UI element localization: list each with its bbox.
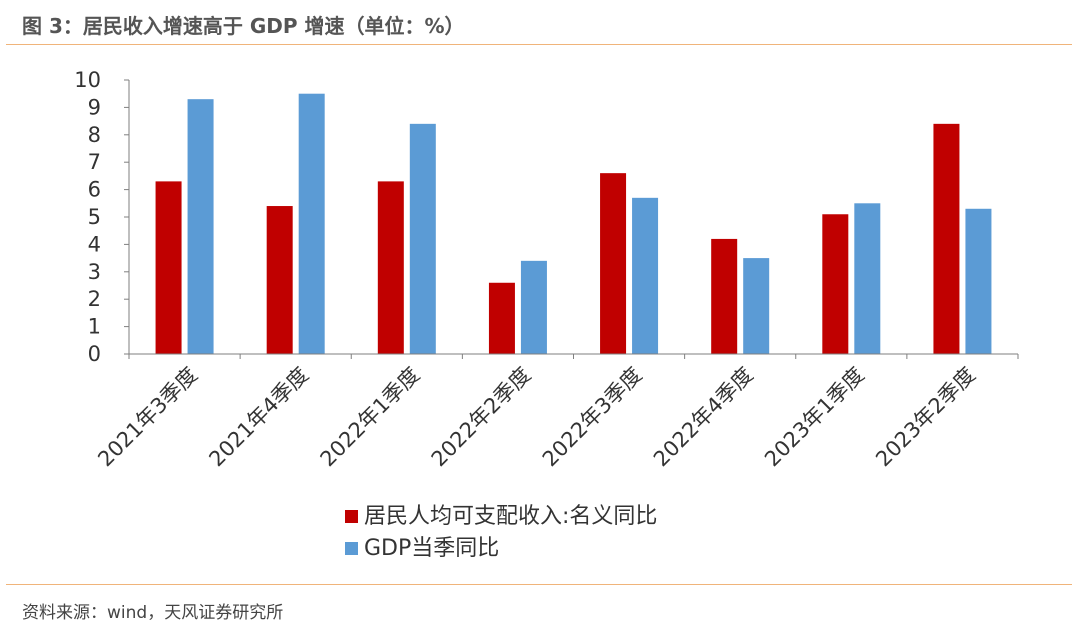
bar-series-2-2 bbox=[298, 93, 325, 354]
y-tick-label: 2 bbox=[88, 287, 101, 311]
figure-title: 图 3：居民收入增速高于 GDP 增速（单位：%） bbox=[22, 14, 465, 38]
y-tick-label: 9 bbox=[88, 95, 101, 119]
y-tick-label: 10 bbox=[74, 68, 101, 92]
bar-series-1-5 bbox=[600, 173, 627, 354]
x-tick-label: 2022年3季度 bbox=[538, 363, 647, 472]
legend-label-series-1: 居民人均可支配收入:名义同比 bbox=[364, 504, 657, 529]
y-tick-label: 4 bbox=[88, 232, 101, 256]
y-tick-label: 5 bbox=[88, 205, 101, 229]
bar-series-1-6 bbox=[711, 238, 738, 354]
x-ticks: 2021年3季度 2021年4季度 2022年1季度 2022年2季度 2022年3季度… bbox=[93, 354, 1019, 472]
bars-layer bbox=[155, 93, 992, 355]
x-tick-label: 2021年3季度 bbox=[93, 363, 202, 472]
legend-swatch-series-2 bbox=[345, 542, 358, 555]
bar-series-2-1 bbox=[187, 99, 214, 355]
y-tick-label: 8 bbox=[88, 123, 101, 147]
legend: 居民人均可支配收入:名义同比 GDP当季同比 bbox=[345, 504, 657, 561]
x-tick-label: 2023年2季度 bbox=[871, 363, 980, 472]
bar-series-2-8 bbox=[965, 208, 992, 354]
legend-label-series-2: GDP当季同比 bbox=[364, 536, 499, 561]
x-tick-label: 2022年4季度 bbox=[649, 363, 758, 472]
x-tick-label: 2023年1季度 bbox=[760, 363, 869, 472]
bar-series-1-8 bbox=[933, 123, 960, 354]
bar-series-1-7 bbox=[822, 214, 849, 354]
source-divider bbox=[6, 584, 1072, 585]
bar-series-1-4 bbox=[488, 282, 515, 354]
y-tick-label: 3 bbox=[88, 260, 101, 284]
x-tick-label: 2021年4季度 bbox=[204, 363, 313, 472]
title-divider bbox=[6, 44, 1072, 45]
bar-series-2-6 bbox=[743, 258, 770, 354]
y-tick-label: 7 bbox=[88, 150, 101, 174]
bar-series-2-3 bbox=[409, 123, 436, 354]
bar-series-2-5 bbox=[632, 197, 659, 354]
x-tick-label: 2022年1季度 bbox=[316, 363, 425, 472]
y-tick-label: 0 bbox=[88, 342, 101, 366]
legend-swatch-series-1 bbox=[345, 510, 358, 523]
bar-series-2-7 bbox=[854, 203, 881, 354]
source-note: 资料来源：wind，天风证券研究所 bbox=[22, 603, 284, 623]
bar-series-1-1 bbox=[155, 181, 182, 354]
bar-series-2-4 bbox=[520, 260, 547, 354]
bar-series-1-2 bbox=[266, 206, 293, 354]
y-tick-label: 6 bbox=[88, 178, 101, 202]
y-tick-label: 1 bbox=[88, 315, 101, 339]
x-tick-label: 2022年2季度 bbox=[427, 363, 536, 472]
bar-series-1-3 bbox=[377, 181, 404, 354]
y-ticks: 0 1 2 3 4 5 6 7 8 9 10 bbox=[74, 68, 129, 366]
